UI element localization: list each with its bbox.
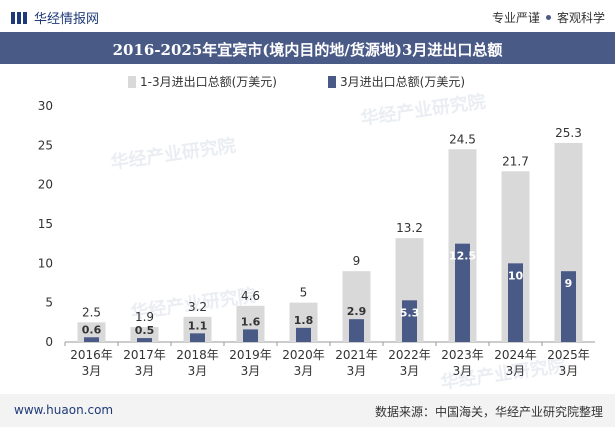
data-label-total: 4.6 [241, 289, 260, 303]
data-label-total: 3.2 [188, 300, 207, 314]
data-label-march: 9 [565, 277, 573, 290]
bar-march [349, 319, 364, 342]
y-tick-label: 5 [45, 296, 53, 310]
data-label-march: 2.9 [347, 305, 367, 318]
tagline-right: 客观科学 [556, 11, 605, 25]
x-tick-label: 2019年 [229, 348, 272, 362]
footer-source: 数据来源：中国海关，华经产业研究院整理 [374, 405, 603, 419]
legend-swatch [128, 76, 136, 88]
separator-dot-icon [545, 15, 551, 20]
bar-march [84, 337, 99, 342]
x-tick-label: 3月 [188, 364, 208, 378]
x-tick-label: 3月 [241, 364, 261, 378]
x-tick-label: 2017年 [123, 348, 166, 362]
x-tick-label: 2018年 [176, 348, 219, 362]
tagline: 专业严谨 客观科学 [492, 9, 605, 26]
x-tick-label: 2022年 [388, 348, 431, 362]
x-tick-label: 2016年 [70, 348, 113, 362]
bar-march [243, 329, 258, 342]
x-tick-label: 3月 [135, 364, 155, 378]
y-tick-label: 10 [38, 256, 53, 270]
data-label-total: 5 [300, 286, 308, 300]
x-tick-label: 3月 [347, 364, 367, 378]
bar-march [402, 300, 417, 342]
bar-march [137, 338, 152, 342]
chart-title: 2016-2025年宜宾市(境内目的地/货源地)3月进出口总额 [112, 41, 503, 59]
x-tick-label: 2020年 [282, 348, 325, 362]
x-tick-label: 2024年 [494, 348, 537, 362]
data-label-march: 0.5 [135, 324, 155, 337]
title-bar: 2016-2025年宜宾市(境内目的地/货源地)3月进出口总额 [0, 32, 615, 64]
bar-chart: 1-3月进出口总额(万美元) 3月进出口总额(万美元) 0 5 10 15 20 25 30 2.… [38, 75, 595, 378]
logo-icon [11, 11, 27, 24]
brand-name: 华经情报网 [34, 12, 100, 27]
x-tick-label: 2023年 [441, 348, 484, 362]
footer-website[interactable]: www.huaon.com [14, 403, 114, 417]
y-tick-label: 25 [38, 138, 53, 152]
footer: www.huaon.com 数据来源：中国海关，华经产业研究院整理 [0, 394, 615, 427]
data-label-total: 24.5 [449, 132, 476, 146]
x-tick-label: 2025年 [547, 348, 590, 362]
top-bar: 华经情报网 专业严谨 客观科学 [0, 0, 615, 32]
bar-total [77, 322, 106, 342]
x-tick-label: 3月 [506, 364, 526, 378]
bar-march [455, 243, 470, 342]
data-label-march: 1.1 [188, 319, 208, 332]
data-label-total: 9 [353, 254, 361, 268]
bar-march [190, 333, 205, 342]
legend-swatch [328, 76, 336, 88]
bar-march [508, 263, 523, 342]
x-tick-label: 3月 [82, 364, 102, 378]
data-label-total: 25.3 [555, 126, 582, 140]
data-label-march: 10 [508, 269, 524, 282]
x-tick-label: 3月 [559, 364, 579, 378]
y-tick-label: 15 [38, 217, 53, 231]
x-tick-label: 3月 [453, 364, 473, 378]
data-label-total: 2.5 [82, 305, 101, 319]
data-label-march: 0.6 [82, 323, 102, 336]
bar-march [296, 327, 311, 342]
data-label-march: 12.5 [449, 250, 476, 263]
legend-label: 3月进出口总额(万美元) [340, 75, 465, 89]
data-label-total: 13.2 [396, 221, 423, 235]
y-tick-label: 20 [38, 178, 53, 192]
data-label-march: 1.8 [294, 314, 314, 327]
data-label-march: 5.3 [400, 306, 420, 319]
x-tick-label: 3月 [400, 364, 420, 378]
x-tick-label: 2021年 [335, 348, 378, 362]
data-label-march: 1.6 [241, 315, 261, 328]
y-tick-label: 30 [38, 99, 53, 113]
y-tick-label: 0 [45, 335, 53, 349]
bar-march [561, 271, 576, 342]
brand: 华经情报网 [10, 8, 99, 27]
x-tick-label: 3月 [294, 364, 314, 378]
data-label-total: 1.9 [135, 310, 154, 324]
legend-label: 1-3月进出口总额(万美元) [140, 75, 277, 89]
data-label-total: 21.7 [502, 154, 529, 168]
tagline-left: 专业严谨 [491, 11, 540, 25]
